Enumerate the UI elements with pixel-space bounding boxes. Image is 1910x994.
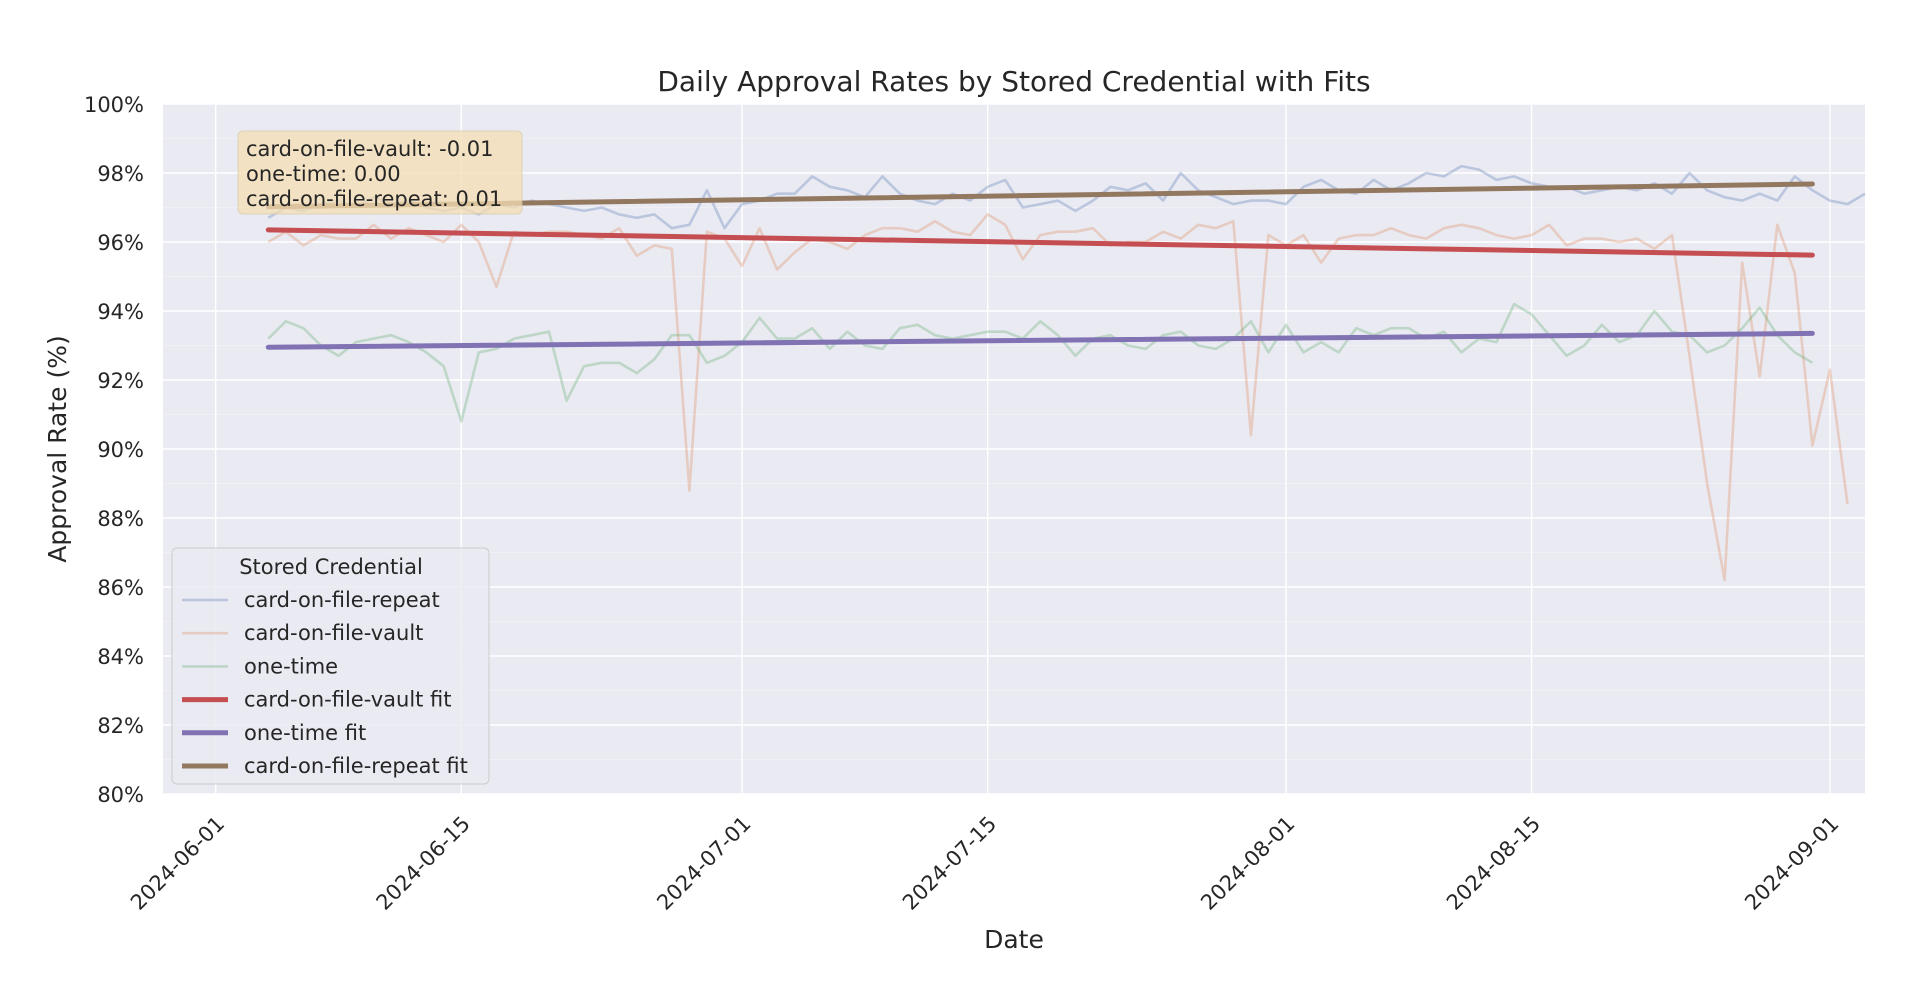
y-tick-label: 98%	[97, 162, 144, 186]
legend-label: card-on-file-repeat fit	[244, 754, 468, 778]
fit-line-card-on-file-repeat-fit	[265, 181, 1815, 210]
y-axis-label: Approval Rate (%)	[43, 335, 72, 562]
y-tick-label: 82%	[97, 714, 144, 738]
y-tick-label: 84%	[97, 645, 144, 669]
legend-label: one-time	[244, 654, 338, 678]
y-axis-ticks: 80% 82% 84% 86% 88% 90% 92% 94% 96% 98% 100%	[84, 93, 144, 807]
x-axis-label: Date	[984, 925, 1044, 954]
x-tick-label: 2024-06-15	[372, 812, 475, 915]
annotation-line: one-time: 0.00	[246, 162, 401, 186]
x-tick-label: 2024-08-01	[1196, 812, 1299, 915]
legend-label: card-on-file-vault	[244, 621, 423, 645]
legend: Stored Credential card-on-file-repeat car…	[171, 547, 490, 785]
y-tick-label: 80%	[97, 783, 144, 807]
legend-box	[171, 547, 490, 785]
x-tick-label: 2024-07-01	[652, 812, 755, 915]
x-tick-label: 2024-06-01	[126, 812, 229, 915]
y-tick-label: 92%	[97, 369, 144, 393]
y-tick-label: 96%	[97, 231, 144, 255]
x-axis-ticks: 2024-06-01 2024-06-15 2024-07-01 2024-07-15…	[126, 812, 1844, 915]
annotation-box	[237, 130, 523, 215]
y-tick-label: 86%	[97, 576, 144, 600]
y-tick-label: 100%	[84, 93, 144, 117]
y-tick-label: 90%	[97, 438, 144, 462]
x-tick-label: 2024-07-15	[898, 812, 1001, 915]
fit-series-group	[265, 181, 1815, 350]
legend-title: Stored Credential	[239, 555, 423, 579]
x-tick-label: 2024-09-01	[1740, 812, 1843, 915]
x-tick-label: 2024-08-15	[1442, 812, 1545, 915]
slope-annotation: card-on-file-vault: -0.01 one-time: 0.00…	[237, 130, 523, 215]
y-tick-label: 94%	[97, 300, 144, 324]
series-line-one-time	[267, 302, 1814, 423]
legend-label: one-time fit	[244, 721, 366, 745]
y-tick-label: 88%	[97, 507, 144, 531]
fit-line-one-time-fit	[265, 330, 1815, 350]
fit-line-card-on-file-vault-fit	[265, 227, 1815, 258]
annotation-line: card-on-file-vault: -0.01	[246, 137, 493, 161]
annotation-line: card-on-file-repeat: 0.01	[246, 187, 502, 211]
chart-title: Daily Approval Rates by Stored Credentia…	[657, 65, 1370, 98]
legend-label: card-on-file-vault fit	[244, 688, 452, 712]
legend-label: card-on-file-repeat	[244, 588, 440, 612]
